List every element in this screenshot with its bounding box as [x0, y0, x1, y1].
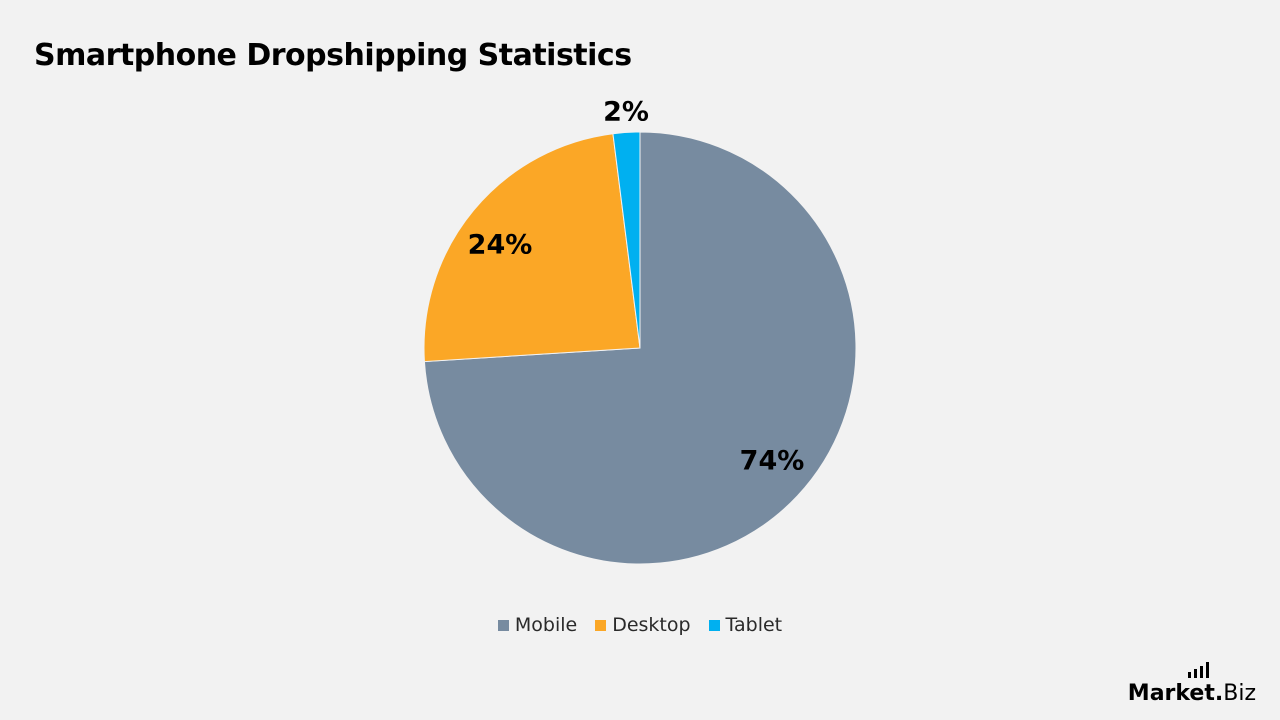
legend-item-desktop: Desktop	[595, 614, 691, 636]
logo-dot: .	[1214, 681, 1224, 706]
logo-suffix: Biz	[1223, 681, 1256, 706]
legend-item-mobile: Mobile	[497, 614, 578, 636]
marketbiz-logo: Market . Biz	[1127, 662, 1256, 706]
chart-legend: Mobile Desktop Tablet	[0, 614, 1280, 636]
logo-main-text: Market	[1127, 681, 1215, 706]
legend-label-tablet: Tablet	[725, 614, 783, 636]
logo-main: Market	[1127, 662, 1215, 706]
legend-swatch-tablet	[708, 619, 720, 631]
legend-swatch-mobile	[497, 619, 509, 631]
pie-slice-desktop	[423, 133, 641, 363]
pie-slice-tablet	[612, 131, 641, 349]
data-label-mobile: 74%	[740, 446, 805, 477]
data-label-desktop: 24%	[468, 230, 533, 261]
chart-title: Smartphone Dropshipping Statistics	[34, 38, 632, 73]
logo-bars-icon	[1187, 662, 1209, 678]
legend-label-mobile: Mobile	[514, 614, 578, 636]
data-label-tablet: 2%	[603, 97, 649, 128]
legend-swatch-desktop	[595, 619, 607, 631]
legend-label-desktop: Desktop	[612, 614, 691, 636]
legend-item-tablet: Tablet	[708, 614, 783, 636]
